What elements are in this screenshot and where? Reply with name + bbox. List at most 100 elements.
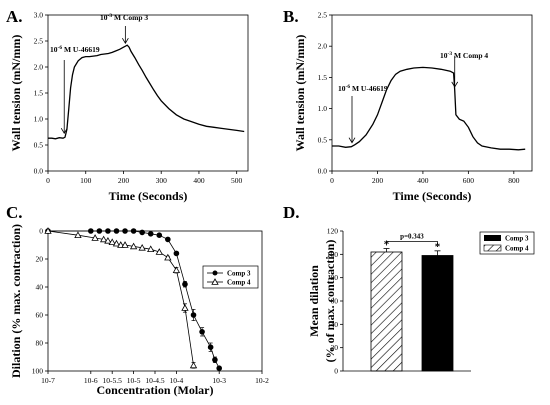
annotation-arrow-head	[348, 137, 356, 144]
y-tick-label: 1.0	[34, 115, 44, 124]
y-tick-label: 80	[36, 339, 44, 348]
data-point-comp4	[91, 234, 99, 241]
y-tick-label: 40	[331, 320, 339, 329]
panel-d-chart: Mean dilation (% of max. contraction) 0 2…	[307, 227, 535, 376]
y-tick-label: 0	[334, 367, 338, 376]
data-point-comp4	[44, 227, 52, 234]
comparison-bracket	[386, 241, 438, 246]
panel-a-plot-frame	[47, 14, 249, 172]
y-tick-label: 120	[327, 227, 339, 236]
data-point-comp4	[99, 235, 108, 243]
panel-b-chart: Time (Seconds) Wall tension (mN/mm) 0 200…	[293, 11, 533, 203]
legend-marker-comp4	[211, 278, 219, 285]
panel-a-x-axis-title: Time (Seconds)	[109, 189, 188, 203]
data-point-comp4	[104, 236, 112, 244]
x-tick-label: 400	[417, 176, 429, 185]
data-point-comp3	[216, 365, 222, 372]
x-tick-label: 600	[463, 176, 475, 185]
y-tick-label: 100	[327, 250, 339, 259]
panel-b-y-axis-title: Wall tension (mN/mm)	[293, 35, 307, 152]
annotation-arrow-head	[122, 37, 129, 44]
data-point-comp3	[156, 232, 163, 238]
data-point-comp4	[121, 241, 129, 248]
x-tick-label: 800	[508, 176, 520, 185]
x-tick-label: 10-3	[212, 376, 226, 385]
x-tick-label: 500	[231, 176, 243, 185]
x-tick-label: 300	[156, 176, 168, 185]
panel-b-plot-frame	[331, 14, 533, 172]
y-tick-label: 60	[36, 311, 44, 320]
y-tick-label: 2.0	[318, 42, 328, 51]
y-tick-label: 1.0	[318, 104, 328, 113]
data-point-comp3	[113, 228, 120, 234]
data-point-comp3	[212, 357, 218, 363]
data-point-comp4	[129, 242, 138, 250]
annotation-label: 10-3 M Comp 4	[440, 51, 488, 60]
y-tick-label: 1.5	[34, 89, 44, 98]
annotation-label: 10-3 M Comp 3	[100, 13, 148, 22]
panel-d-label: D.	[283, 203, 300, 222]
x-tick-label: 0	[330, 176, 334, 185]
legend-label-comp4: Comp 4	[227, 279, 251, 287]
y-tick-label: 2.5	[34, 37, 44, 46]
series-line-0	[48, 230, 220, 369]
data-point-comp4	[155, 248, 163, 255]
panel-a-y-axis-title: Wall tension (mN/mm)	[9, 35, 23, 152]
panel-a-chart: Time (Seconds) Wall tension (mN/mm) 0 100…	[9, 11, 249, 203]
y-tick-label: 0	[39, 227, 43, 236]
x-tick-label: 10-7	[41, 376, 55, 385]
data-point-comp3	[130, 228, 137, 234]
y-tick-label: 60	[331, 297, 339, 306]
annotation-arrow-head	[60, 127, 68, 134]
p-value-label: p=0.343	[400, 233, 424, 241]
x-tick-label: 10-5	[127, 376, 141, 385]
x-tick-label: 10-2	[255, 376, 269, 385]
data-point-comp4	[138, 243, 146, 251]
x-tick-label: 10-4.5	[145, 376, 165, 385]
panel-a-label: A.	[6, 7, 23, 26]
bar-comp4	[370, 251, 403, 372]
y-tick-label: 20	[331, 343, 339, 352]
panel-d-y-axis-title-line1: Mean dilation	[307, 265, 321, 337]
panel-d-y-axis-title-line2: (% of max. contraction)	[323, 240, 337, 363]
data-point-comp4	[189, 361, 198, 369]
x-tick-label: 400	[193, 176, 205, 185]
data-point-comp3	[105, 228, 111, 234]
x-tick-label: 10-6	[84, 376, 98, 385]
y-tick-label: 0.5	[318, 135, 328, 144]
data-point-comp3	[139, 229, 145, 236]
legend-marker-comp3	[212, 270, 218, 276]
data-point-comp4	[108, 238, 116, 245]
panel-b-label: B.	[283, 7, 299, 26]
data-point-comp3	[190, 312, 197, 318]
data-point-comp3	[207, 344, 214, 351]
bar-comp3	[421, 255, 454, 372]
panel-c-label: C.	[6, 203, 23, 222]
y-tick-label: 0.0	[318, 167, 328, 176]
data-point-comp3	[147, 231, 154, 237]
tension-trace	[48, 44, 245, 140]
data-point-comp4	[74, 231, 82, 238]
y-tick-label: 40	[36, 283, 44, 292]
x-tick-label: 0	[46, 176, 50, 185]
data-point-comp4	[172, 266, 181, 273]
series-line-1	[47, 230, 194, 366]
panel-c-y-axis-title: Dilation (% max. contraction)	[9, 224, 23, 378]
x-tick-label: 10-4	[170, 376, 184, 385]
legend-label-comp4: Comp 4	[505, 245, 529, 253]
data-point-comp3	[182, 281, 188, 288]
data-point-comp3	[96, 228, 103, 234]
data-point-comp3	[88, 228, 94, 234]
legend-label-comp3: Comp 3	[227, 270, 251, 278]
y-tick-label: 2.5	[318, 11, 328, 20]
annotation-label: 10-6 M U-46619	[50, 45, 100, 54]
legend-swatch-comp4	[483, 244, 502, 252]
y-tick-label: 0.0	[34, 167, 44, 176]
y-tick-label: 3.0	[34, 11, 44, 20]
x-tick-label: 200	[372, 176, 384, 185]
x-tick-label: 10-5.5	[103, 376, 123, 385]
y-tick-label: 20	[36, 255, 44, 264]
